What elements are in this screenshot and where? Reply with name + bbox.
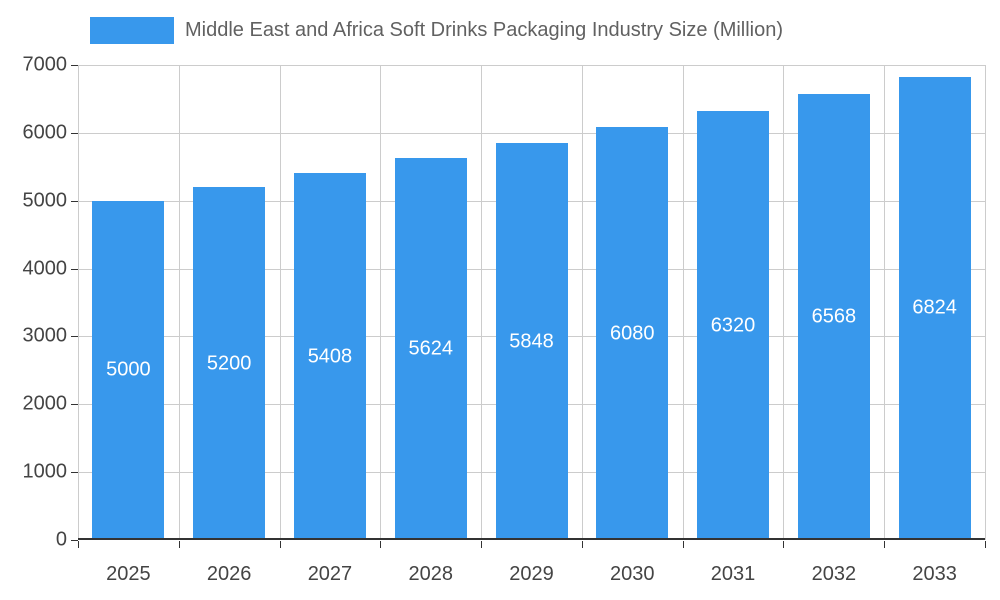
y-tick bbox=[71, 404, 78, 406]
y-tick bbox=[71, 65, 78, 66]
x-tick-label: 2033 bbox=[912, 563, 957, 585]
bar-value-label: 5408 bbox=[307, 345, 353, 368]
x-tick-label: 2032 bbox=[811, 563, 857, 585]
x-tick-label: 2030 bbox=[610, 563, 655, 585]
x-tick bbox=[280, 541, 281, 548]
y-tick-label: 3000 bbox=[22, 324, 68, 347]
x-tick bbox=[884, 541, 885, 548]
v-gridline bbox=[582, 65, 583, 540]
bar-value-label: 6080 bbox=[610, 322, 655, 345]
x-axis: 2025 2026 2027 2028 2029 2030 2031 2032 2033 bbox=[78, 540, 985, 600]
y-tick-label: 0 bbox=[55, 528, 67, 551]
x-tick bbox=[683, 541, 684, 548]
v-gridline bbox=[179, 65, 180, 540]
x-tick bbox=[179, 541, 180, 548]
y-tick-label: 5000 bbox=[22, 189, 68, 212]
bar-2033[interactable]: 6824 bbox=[898, 76, 971, 540]
y-tick-label: 4000 bbox=[22, 257, 68, 280]
v-gridline bbox=[884, 65, 885, 540]
y-tick-label: 1000 bbox=[22, 460, 68, 483]
v-gridline bbox=[78, 65, 79, 540]
y-tick bbox=[71, 268, 78, 270]
bar-2026[interactable]: 5200 bbox=[193, 187, 266, 540]
v-gridline bbox=[985, 65, 986, 540]
legend-label: Middle East and Africa Soft Drinks Packa… bbox=[185, 18, 784, 41]
plot-area: 5000 5200 5408 5624 5848 6080 6320 6568 6824 bbox=[78, 65, 986, 548]
y-tick-label: 7000 bbox=[22, 53, 68, 76]
bar-2032[interactable]: 6568 bbox=[797, 94, 870, 540]
v-gridline bbox=[380, 65, 381, 540]
bar-2029[interactable]: 5848 bbox=[495, 143, 568, 540]
y-tick bbox=[71, 540, 78, 541]
y-tick bbox=[71, 132, 78, 134]
h-gridline bbox=[78, 65, 985, 66]
y-tick-label: 2000 bbox=[22, 392, 68, 415]
x-tick-label: 2027 bbox=[307, 563, 353, 585]
bar-2027[interactable]: 5408 bbox=[293, 173, 366, 540]
x-tick-label: 2025 bbox=[106, 563, 151, 585]
bar-value-label: 5000 bbox=[106, 358, 151, 381]
x-tick bbox=[582, 541, 583, 548]
bar-value-label: 6320 bbox=[710, 314, 756, 337]
v-gridline bbox=[783, 65, 784, 540]
x-tick-label: 2026 bbox=[206, 563, 252, 585]
bar-2025[interactable]: 5000 bbox=[92, 200, 165, 540]
x-tick-label: 2031 bbox=[710, 563, 756, 585]
bar-2031[interactable]: 6320 bbox=[697, 111, 770, 540]
x-tick bbox=[380, 541, 381, 548]
y-axis: 0 1000 2000 3000 4000 5000 6000 7000 bbox=[0, 54, 78, 551]
x-tick bbox=[985, 541, 986, 548]
x-tick-label: 2028 bbox=[408, 563, 453, 585]
x-tick bbox=[481, 541, 482, 548]
y-tick bbox=[71, 472, 78, 474]
v-gridline bbox=[481, 65, 482, 540]
x-axis-baseline bbox=[78, 538, 985, 540]
bar-value-label: 5200 bbox=[206, 352, 252, 375]
x-tick bbox=[783, 541, 784, 548]
y-tick bbox=[71, 336, 78, 338]
y-tick-label: 6000 bbox=[22, 121, 68, 144]
bar-value-label: 6568 bbox=[811, 305, 857, 328]
h-gridline bbox=[78, 132, 985, 134]
y-tick bbox=[71, 200, 78, 202]
v-gridline bbox=[280, 65, 281, 540]
bar-value-label: 5848 bbox=[509, 330, 554, 353]
legend: Middle East and Africa Soft Drinks Packa… bbox=[90, 16, 783, 44]
x-tick-label: 2029 bbox=[509, 563, 554, 585]
bar-2030[interactable]: 6080 bbox=[596, 127, 669, 540]
legend-swatch bbox=[90, 16, 174, 44]
bar-value-label: 5624 bbox=[408, 337, 453, 360]
v-gridline bbox=[683, 65, 684, 540]
bar-2028[interactable]: 5624 bbox=[394, 158, 467, 540]
bar-value-label: 6824 bbox=[912, 296, 957, 319]
x-tick bbox=[78, 541, 79, 548]
